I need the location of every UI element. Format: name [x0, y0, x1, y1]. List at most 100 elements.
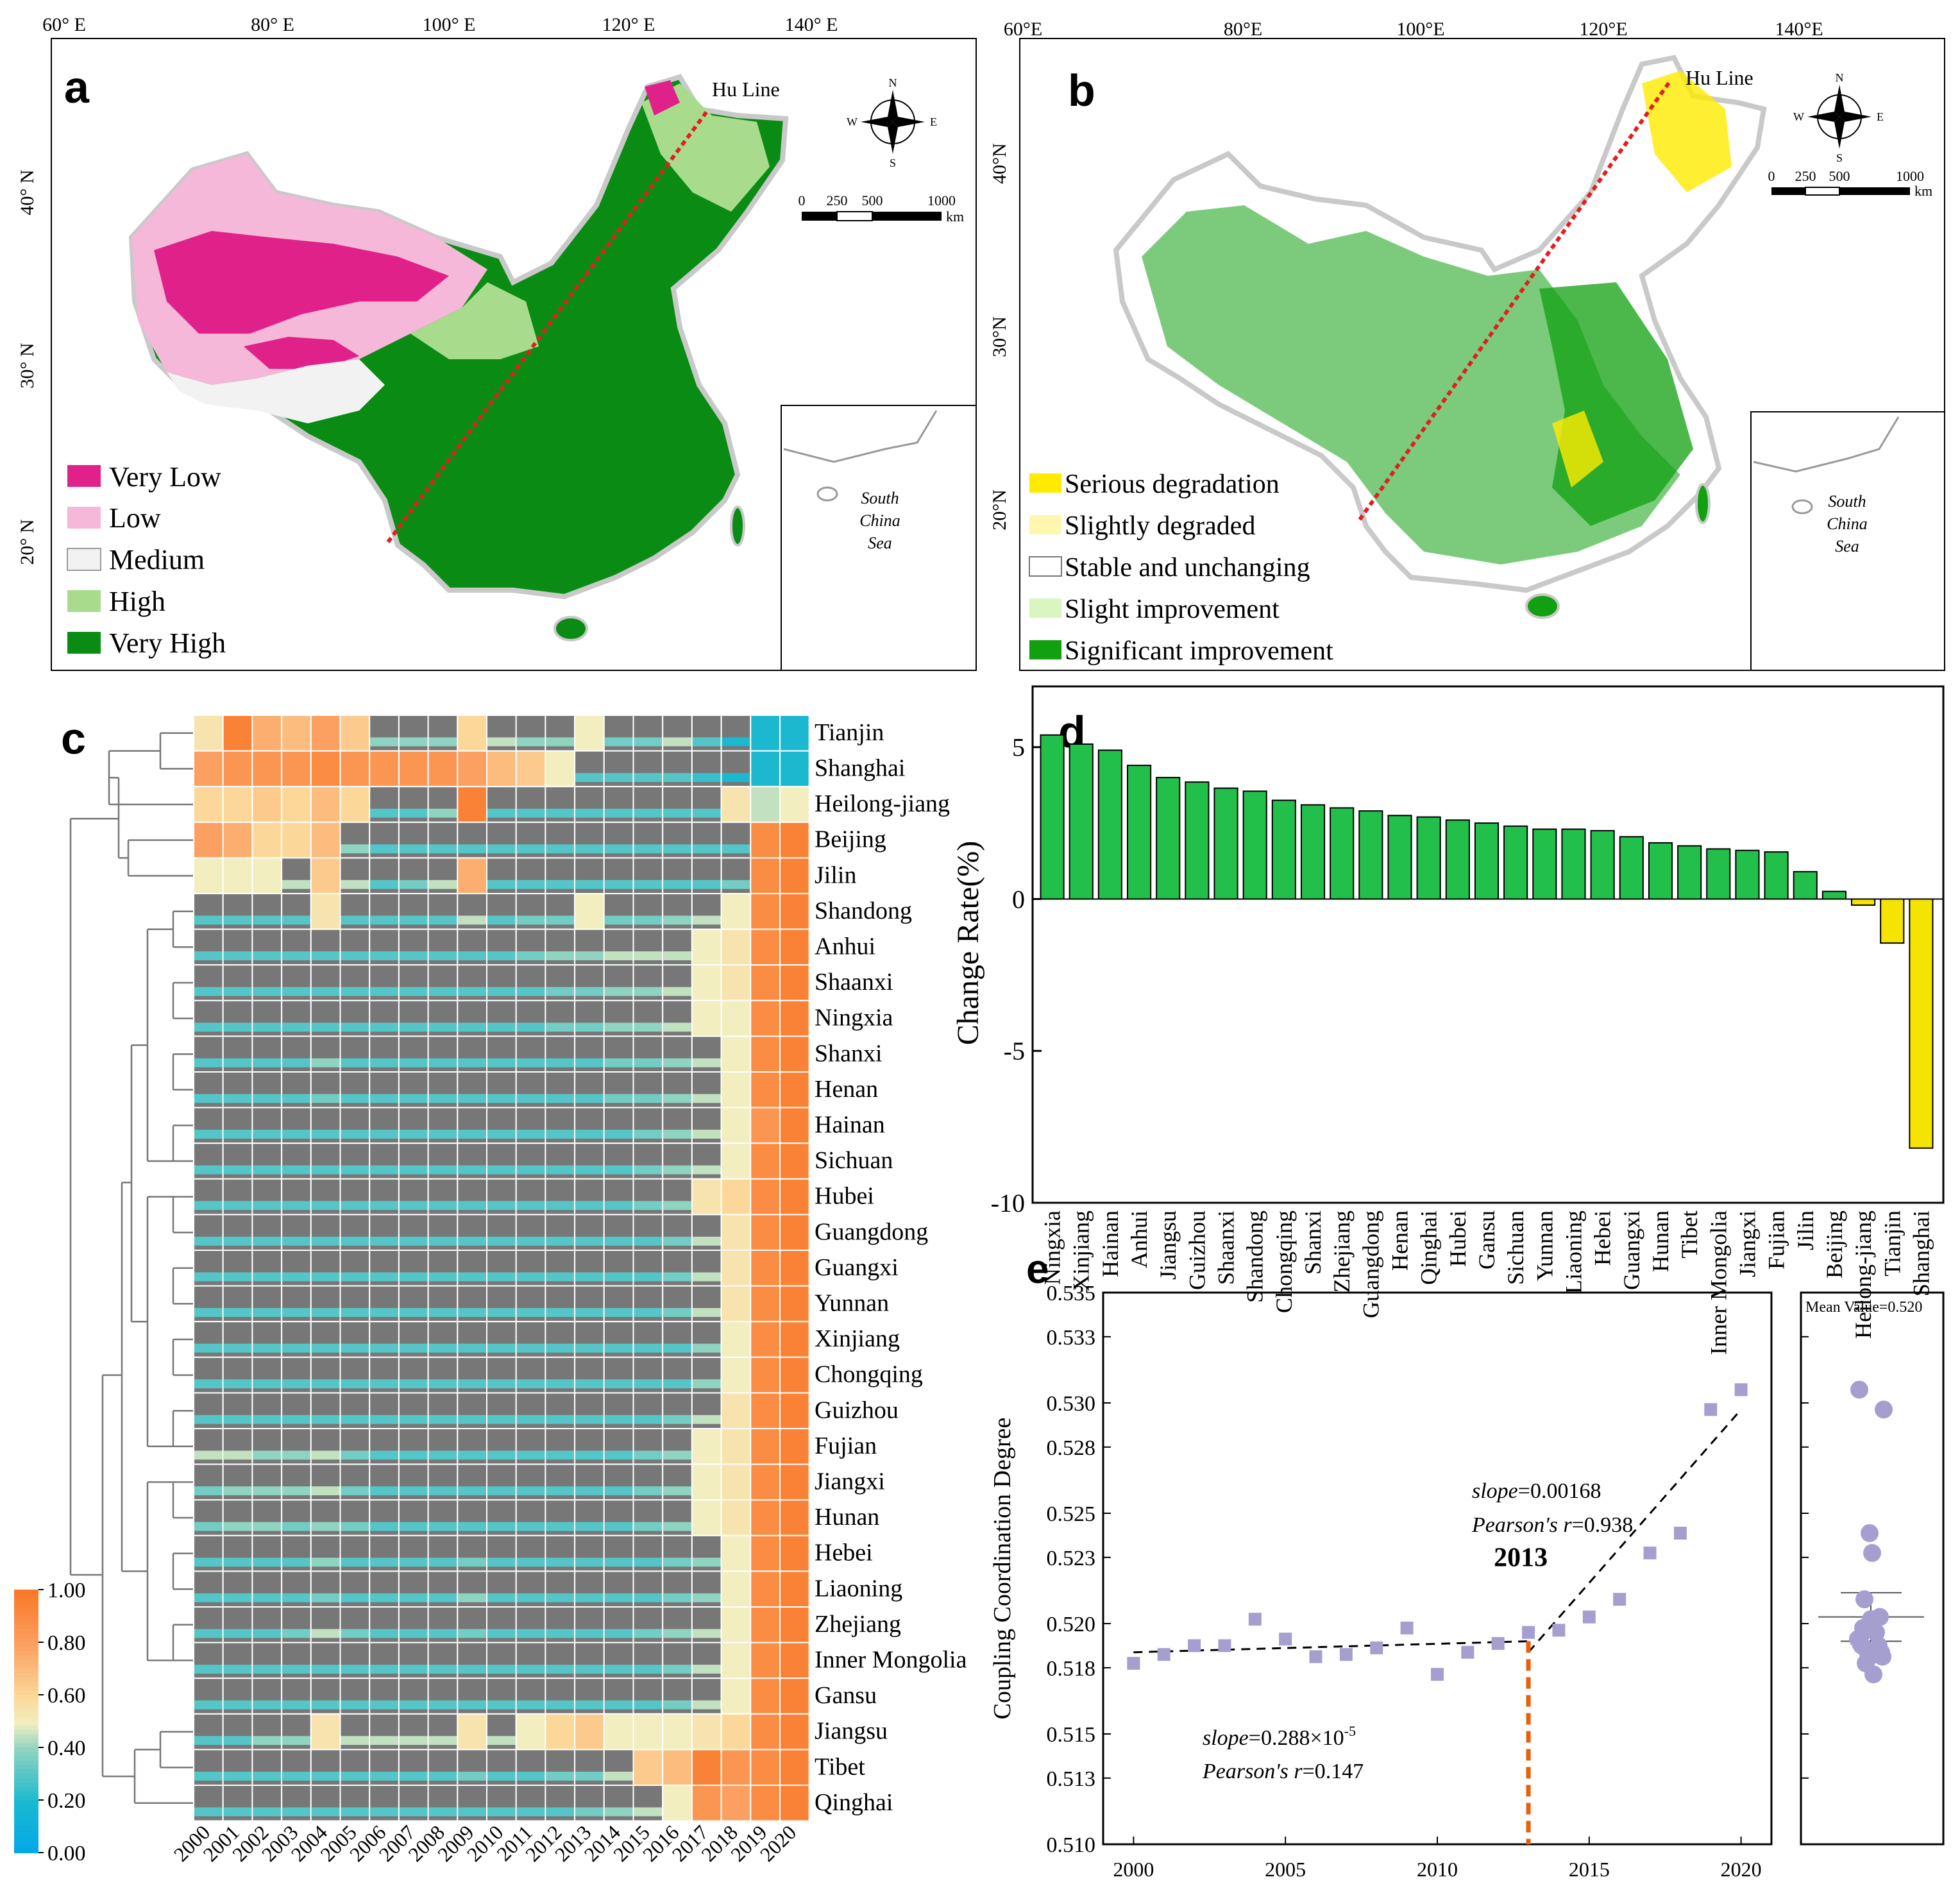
heatmap-cell-band [634, 1486, 663, 1495]
heatmap-cell-band [458, 1379, 486, 1389]
south-china-sea-inset: South China Sea [1750, 411, 1945, 671]
heatmap-cell-band [663, 1700, 691, 1710]
category-label: Gansu [1474, 1210, 1500, 1269]
heatmap-cell-band [634, 844, 663, 854]
heatmap-cell-band [575, 1450, 604, 1460]
svg-text:South: South [861, 489, 899, 507]
heatmap-cell-band [341, 1379, 369, 1389]
bar [1532, 828, 1557, 900]
plot-frame [1031, 685, 1945, 1204]
x-tick-label: 2020 [1721, 1858, 1762, 1881]
colorbar-segment [14, 1620, 38, 1626]
mean-panel-point [1864, 1665, 1882, 1684]
heatmap-cell-band [399, 1379, 428, 1389]
heatmap-cell [720, 1463, 752, 1501]
heatmap-cell-band [399, 1414, 428, 1424]
heatmap-cell-band [692, 1558, 721, 1567]
heatmap-cell-band [282, 1593, 310, 1602]
heatmap-cell-band [604, 915, 633, 925]
heatmap-cell-band [516, 1308, 545, 1317]
heatmap-cell-band [634, 1450, 663, 1460]
heatmap-cell-band [370, 1807, 398, 1817]
heatmap-cell [779, 1071, 810, 1108]
heatmap-cell-band [194, 1308, 223, 1317]
heatmap-cell-band [253, 1629, 282, 1638]
heatmap-cell-band [428, 1414, 457, 1424]
heatmap-cell-band [223, 1201, 252, 1210]
heatmap-cell [779, 1534, 810, 1572]
heatmap-cell-band [575, 951, 604, 960]
heatmap-cell-band [634, 1593, 663, 1602]
colorbar-segment [14, 1593, 38, 1599]
bar [1706, 848, 1731, 900]
legend-swatch [1029, 556, 1062, 577]
heatmap-cell-band [604, 1201, 633, 1210]
province-label: Beijing [815, 826, 886, 853]
heatmap-cell-band [223, 1807, 252, 1817]
pearson-annotation: Pearson's r=0.938 [1471, 1513, 1633, 1537]
heatmap-cell [750, 928, 781, 966]
heatmap-cell-band [458, 1165, 486, 1175]
heatmap-cell-band [604, 1665, 633, 1674]
category-label: Tibet [1677, 1210, 1702, 1259]
colorbar-segment [14, 1756, 38, 1762]
heatmap-cell-band [604, 1558, 633, 1567]
heatmap-cell-band [253, 1736, 282, 1745]
heatmap-cell-band [663, 879, 691, 889]
legend-label: Very Low [109, 461, 221, 493]
province-label: Shanxi [815, 1040, 883, 1067]
heatmap-cell-band [253, 1343, 282, 1353]
heatmap-cell [662, 1785, 693, 1822]
heatmap-cell-band [399, 879, 428, 889]
heatmap-cell-band [663, 1094, 691, 1103]
svg-text:0: 0 [798, 192, 806, 208]
heatmap-cell-band [604, 1414, 633, 1424]
province-label: Hunan [815, 1504, 879, 1531]
colorbar-segment [14, 1760, 38, 1766]
heatmap-cell-band [194, 1629, 223, 1638]
category-label: Fujian [1764, 1210, 1789, 1269]
heatmap-cell-band [194, 1558, 223, 1567]
bar [1561, 828, 1586, 900]
heatmap-cell-band [253, 1023, 282, 1032]
heatmap-cell-band [341, 1629, 369, 1638]
lon-tick: 140°E [1775, 19, 1823, 40]
heatmap-row-labels: Tianjin Shanghai Heilong-jiang Beijing Jilin… [815, 719, 967, 1816]
heatmap-cell-band [663, 1308, 691, 1317]
heatmap-cell-band [487, 1023, 516, 1032]
heatmap-cell [281, 821, 312, 859]
heatmap-cell-band [311, 951, 340, 960]
heatmap-cell-band [370, 808, 398, 818]
heatmap-cell-band [253, 1236, 282, 1246]
heatmap-cell-band [370, 1236, 398, 1246]
legend-label: Low [109, 502, 161, 534]
heatmap-cell-band [546, 1450, 575, 1460]
heatmap-cell-band [223, 1165, 252, 1175]
heatmap-cell-band [223, 1023, 252, 1032]
colorbar-segment [14, 1624, 38, 1630]
heatmap-cell-band [692, 1094, 721, 1103]
mean-panel-point [1858, 1621, 1876, 1640]
heatmap-cell [720, 1250, 752, 1287]
scale-bar: 0 250 500 1000 km [798, 192, 965, 225]
heatmap-cell-band [575, 1343, 604, 1353]
heatmap-cell-band [487, 1593, 516, 1602]
heatmap-cell [310, 857, 341, 895]
heatmap-cell [750, 999, 781, 1037]
high-region [410, 282, 539, 359]
hu-line-label: Hu Line [1685, 66, 1753, 89]
heatmap-cell-band [341, 879, 369, 889]
heatmap-cell-band [282, 1414, 310, 1424]
heatmap-cell-band [634, 1379, 663, 1389]
bar [1590, 829, 1615, 900]
heatmap-cell [720, 1107, 752, 1144]
heatmap-cell-band [194, 1130, 223, 1139]
province-label: Shanghai [815, 755, 905, 782]
south-china-sea-inset: South China Sea [781, 405, 977, 671]
province-label: Jiangxi [815, 1468, 885, 1495]
heatmap-cell-band [311, 1130, 340, 1139]
heatmap-cell-band [311, 1272, 340, 1282]
colorbar-segment [14, 1668, 38, 1674]
heatmap-cell [779, 964, 810, 1001]
y-tick-label: 0.528 [1047, 1436, 1096, 1460]
